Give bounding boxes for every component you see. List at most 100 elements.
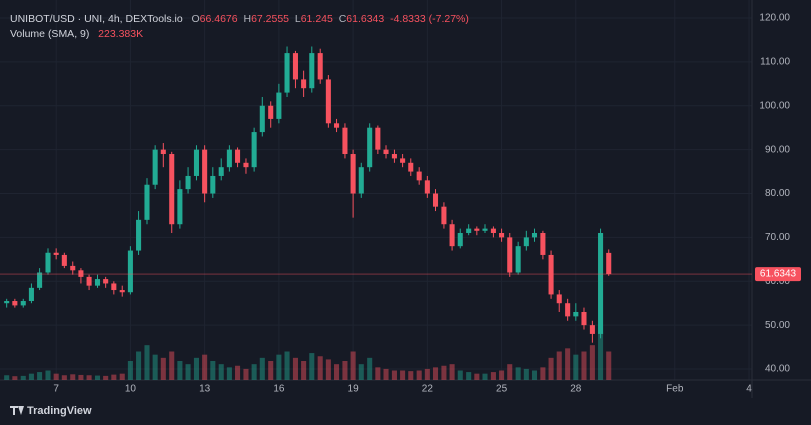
candle-body [367,127,373,168]
volume-bar [573,354,579,380]
candle-body [474,228,480,231]
volume-bar [86,375,92,380]
volume-bar [28,373,34,380]
volume-bar [598,332,604,380]
candle-body [53,252,59,255]
y-tick-label: 120.00 [759,13,790,24]
candle-body [424,180,430,194]
candle-body [581,311,587,326]
candle-body [515,246,521,273]
candle-body [325,79,331,124]
candle-body [169,154,175,225]
volume-bar [284,351,290,380]
volume-bar [606,351,612,380]
volume-bar [449,364,455,380]
volume-bar [375,367,381,380]
volume-bar [235,365,241,380]
volume-bar [482,373,488,380]
candle-body [548,254,554,295]
x-tick-label: 13 [199,384,211,395]
volume-bar [350,351,356,380]
candle-body [78,270,84,277]
symbol: UNIBOT/USD · UNI, 4h, DEXTools.io [10,13,183,25]
candle-body [441,206,447,225]
volume-bar [243,368,249,380]
volume-bar [70,374,76,380]
candle-body [103,279,109,284]
volume-bar [45,370,51,380]
y-tick-label: 110.00 [760,57,790,68]
candle-body [45,252,51,273]
candle-body [317,53,323,80]
brand: TradingView [27,405,92,417]
volume-bar [169,351,175,380]
candle-body [12,301,18,306]
candle-body [111,283,117,291]
volume-bar [383,368,389,380]
y-tick-label: 70.00 [765,232,790,243]
volume-bar [548,357,554,380]
candle-body [243,162,249,168]
x-tick-label: 16 [273,384,285,395]
candle-body [202,149,208,194]
volume-bar [325,359,331,380]
candle-body [226,149,232,168]
candle-body [70,265,76,271]
volume-bar [531,370,538,380]
candle-body [4,301,10,304]
candle-body [589,325,595,334]
volume-bar [127,361,133,380]
candle-body [276,92,282,119]
volume-bar [342,361,348,380]
volume-bar [581,351,587,380]
volume-bar [432,367,439,380]
volume-bar [268,361,274,380]
candle-body [284,53,290,93]
candle-body [391,154,397,159]
x-tick-label: 4 [746,384,752,395]
candle-body [457,233,463,247]
volume-bar [400,370,406,380]
ohlc-value: 61.6343 [346,13,385,25]
volume-bar [367,357,373,380]
candle-body [160,149,166,155]
candle-body [292,53,298,80]
volume-bar [441,365,447,380]
candle-body [375,127,381,150]
volume-bar [259,357,265,380]
volume-bar [152,354,158,380]
volume-bar [424,368,430,380]
volume-bar [565,348,571,380]
volume-bar [20,375,26,380]
candle-body [185,175,191,190]
candle-body [127,250,133,293]
last-price-tag [755,267,801,282]
candle-body [573,311,579,317]
volume-bar [61,375,67,380]
candle-body [94,279,101,286]
volume-bar [193,357,200,380]
ohlc-value: 61.245 [300,13,333,25]
candle-body [416,171,422,181]
volume-bar [94,375,101,380]
change: -4.8333 (-7.27%) [390,13,469,25]
volume-sma: 223.383K [98,28,144,40]
candle-body [259,105,265,133]
x-tick-label: 25 [496,384,508,395]
volume-bar [160,357,166,380]
candle-body [598,233,604,334]
volume-bar [523,368,529,380]
candle-body [61,254,67,266]
volume-bar [358,364,364,380]
volume-bar [136,351,142,380]
candle-body [301,79,307,89]
volume-bar [507,364,513,380]
volume-bar [144,345,150,380]
volume-bar [490,372,496,380]
candle-body [400,158,406,163]
candle-body [499,233,505,238]
candle-body [28,287,34,302]
volume-bar [391,370,397,380]
candle-body [268,105,274,119]
